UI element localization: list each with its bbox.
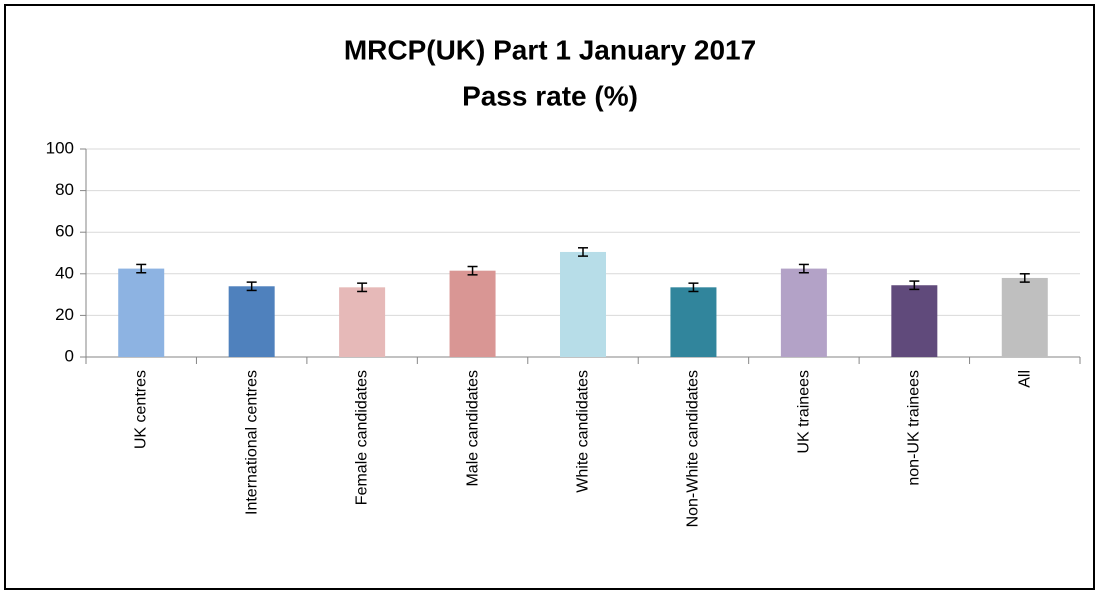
error-bar bbox=[578, 247, 588, 257]
error-bar bbox=[136, 263, 147, 274]
error-bar bbox=[1019, 273, 1030, 283]
bar bbox=[1001, 277, 1048, 357]
error-bar bbox=[909, 280, 920, 291]
y-tick-label: 40 bbox=[55, 263, 74, 282]
y-tick-label: 0 bbox=[65, 346, 74, 365]
bar bbox=[228, 286, 275, 357]
error-bar bbox=[246, 281, 257, 292]
chart-title: MRCP(UK) Part 1 January 2017 bbox=[344, 34, 756, 65]
y-tick-label: 20 bbox=[55, 305, 74, 324]
x-tick-label: UK trainees bbox=[795, 370, 813, 454]
x-tick-label: Female candidates bbox=[353, 370, 371, 506]
error-bar bbox=[357, 282, 368, 293]
chart-subtitle: Pass rate (%) bbox=[462, 80, 638, 111]
x-tick-label: Male candidates bbox=[464, 370, 482, 487]
bar bbox=[891, 285, 938, 357]
bar bbox=[670, 287, 717, 357]
error-bar bbox=[688, 282, 699, 293]
bar bbox=[780, 268, 827, 357]
x-tick-label: UK centres bbox=[132, 370, 150, 450]
bar bbox=[339, 287, 386, 357]
bar bbox=[449, 270, 496, 357]
x-tick-label: All bbox=[1016, 370, 1034, 388]
error-bar bbox=[467, 265, 478, 276]
y-tick-label: 60 bbox=[55, 222, 74, 241]
x-tick-label: non-UK trainees bbox=[905, 370, 923, 486]
y-tick-label: 80 bbox=[55, 180, 74, 199]
bar bbox=[118, 268, 165, 357]
y-tick-label: 100 bbox=[46, 138, 74, 157]
error-bar bbox=[798, 263, 809, 274]
x-tick-label: White candidates bbox=[574, 370, 592, 493]
x-tick-label: Non-White candidates bbox=[684, 370, 702, 528]
x-tick-label: International centres bbox=[243, 370, 261, 515]
bar bbox=[560, 251, 606, 357]
